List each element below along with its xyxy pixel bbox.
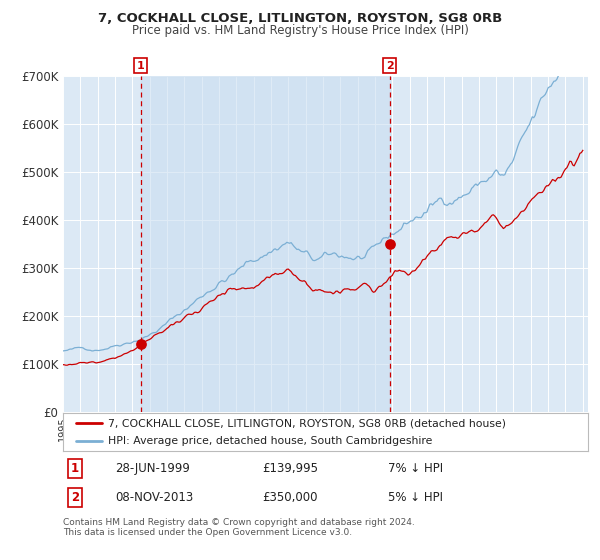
Text: 5% ↓ HPI: 5% ↓ HPI [389, 491, 443, 503]
Text: Price paid vs. HM Land Registry's House Price Index (HPI): Price paid vs. HM Land Registry's House … [131, 24, 469, 37]
Text: 1: 1 [71, 463, 79, 475]
Text: HPI: Average price, detached house, South Cambridgeshire: HPI: Average price, detached house, Sout… [107, 436, 432, 446]
Text: 28-JUN-1999: 28-JUN-1999 [115, 463, 190, 475]
Text: £139,995: £139,995 [263, 463, 319, 475]
Text: £350,000: £350,000 [263, 491, 318, 503]
Bar [141, 76, 389, 412]
Point [385, 239, 394, 248]
Text: Contains HM Land Registry data © Crown copyright and database right 2024.
This d: Contains HM Land Registry data © Crown c… [63, 518, 415, 538]
Text: 1: 1 [137, 60, 145, 71]
Text: 7, COCKHALL CLOSE, LITLINGTON, ROYSTON, SG8 0RB: 7, COCKHALL CLOSE, LITLINGTON, ROYSTON, … [98, 12, 502, 25]
Text: 08-NOV-2013: 08-NOV-2013 [115, 491, 194, 503]
Point [136, 340, 146, 349]
Text: 2: 2 [71, 491, 79, 503]
Text: 2: 2 [386, 60, 394, 71]
Text: 7, COCKHALL CLOSE, LITLINGTON, ROYSTON, SG8 0RB (detached house): 7, COCKHALL CLOSE, LITLINGTON, ROYSTON, … [107, 418, 506, 428]
Text: 7% ↓ HPI: 7% ↓ HPI [389, 463, 443, 475]
